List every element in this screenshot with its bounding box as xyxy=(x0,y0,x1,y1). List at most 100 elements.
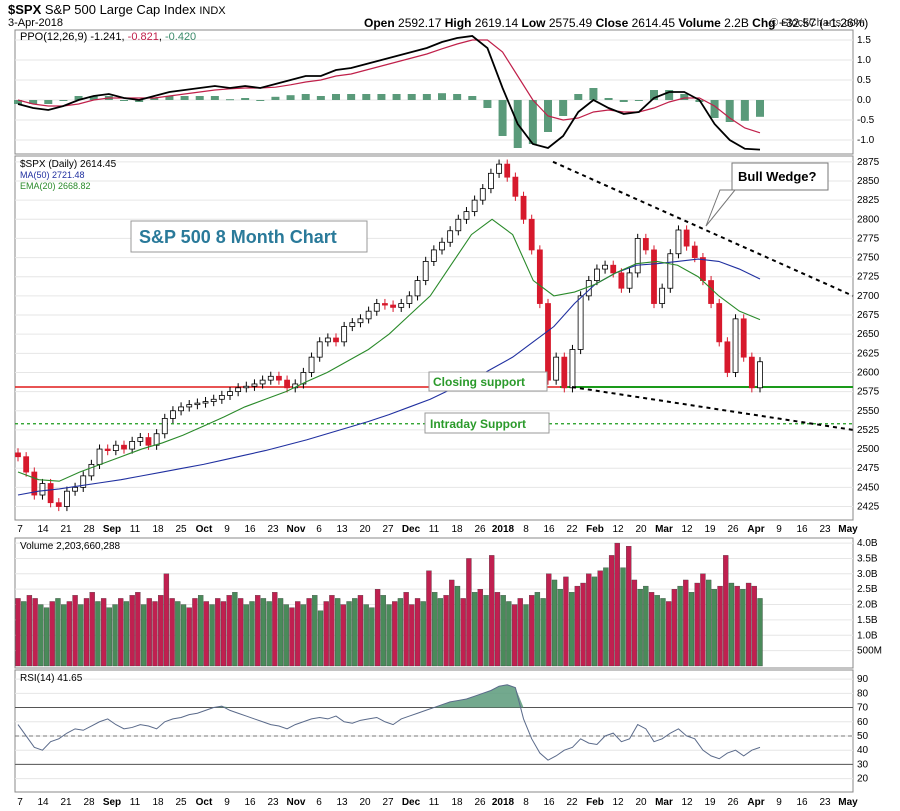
candle-body xyxy=(414,280,421,297)
volume-bar xyxy=(506,601,512,667)
rsi-line xyxy=(15,684,853,765)
ppo-hist-value: -0.420 xyxy=(165,31,196,43)
candle-body xyxy=(137,437,144,442)
candle-body xyxy=(259,379,266,385)
volume-bar xyxy=(666,601,672,667)
candle-body xyxy=(324,337,331,343)
rsi-label: RSI(14) 41.65 xyxy=(20,673,83,684)
candle-body xyxy=(447,230,454,243)
candle-body xyxy=(553,356,560,381)
volume-bar xyxy=(397,598,404,667)
volume-bar xyxy=(209,604,215,667)
x-axis-label: 22 xyxy=(566,797,578,808)
candle-body xyxy=(251,383,258,387)
candle-body xyxy=(545,303,551,381)
high-label: High xyxy=(444,16,472,30)
candle-body xyxy=(72,486,78,492)
x-axis-label: 23 xyxy=(819,797,831,808)
volume-bar xyxy=(192,598,198,667)
rsi-y-axis: 90 80 70 60 50 40 30 20 xyxy=(857,674,869,785)
volume-bar xyxy=(163,573,170,667)
volume-bar xyxy=(483,595,489,667)
volume-bar xyxy=(734,585,740,667)
volume-bar xyxy=(631,579,638,667)
candle-body xyxy=(129,441,136,450)
candle-body xyxy=(406,295,413,304)
ppo-tick-label: 0.0 xyxy=(857,95,871,106)
ppo-hist-bar xyxy=(332,94,340,100)
ppo-line xyxy=(17,35,761,151)
candle-body xyxy=(651,249,657,304)
candle-body xyxy=(577,295,584,350)
x-axis-label: Mar xyxy=(655,524,673,535)
ppo-hist-bar xyxy=(74,96,83,100)
x-axis-label: 21 xyxy=(60,797,72,808)
x-axis-label: Sep xyxy=(103,797,121,808)
candle-body xyxy=(235,387,242,393)
ppo-hist-bar xyxy=(468,96,477,100)
volume-bar xyxy=(728,582,735,667)
volume-bar xyxy=(140,604,147,667)
volume-label: Volume xyxy=(678,16,721,30)
low-value: 2575.49 xyxy=(548,16,593,30)
volume-bar xyxy=(272,592,278,667)
watermark: © StockCharts.com xyxy=(770,17,865,29)
x-axis-label: 26 xyxy=(474,524,486,535)
intraday-support-box xyxy=(424,412,550,434)
x-axis-label: 18 xyxy=(152,797,164,808)
volume-bar xyxy=(409,604,415,667)
candle-body xyxy=(88,463,95,477)
x-axis-label: Dec xyxy=(402,524,421,535)
volume-bar xyxy=(477,589,483,667)
candle-body xyxy=(64,490,70,507)
price-tick-label: 2450 xyxy=(857,482,880,493)
x-axis-label: 9 xyxy=(224,797,230,808)
volume-bar xyxy=(540,598,546,667)
candle-body xyxy=(528,218,535,251)
candle-body xyxy=(15,452,21,458)
candle-body xyxy=(398,303,405,308)
candle-body xyxy=(210,398,217,402)
volume-bar xyxy=(574,585,581,667)
candle-body xyxy=(316,341,323,358)
price-tick-label: 2800 xyxy=(857,214,880,225)
x-axis-label: 7 xyxy=(17,797,23,808)
volume-bar xyxy=(705,579,712,667)
ppo-lines xyxy=(17,35,761,151)
candle-body xyxy=(170,410,176,419)
volume-bar xyxy=(597,570,603,667)
volume-bar xyxy=(654,595,660,667)
candle-body xyxy=(357,318,364,324)
ppo-hist-bar xyxy=(256,100,265,101)
candle-body xyxy=(80,475,87,488)
candle-body xyxy=(23,456,30,473)
intraday-support-text: Intraday Support xyxy=(430,417,526,431)
volume-bar xyxy=(232,592,238,667)
price-tick-label: 2475 xyxy=(857,463,880,474)
candle-body xyxy=(194,402,201,406)
ppo-tick-label: 0.5 xyxy=(857,75,871,86)
symbol-name: S&P 500 Large Cap Index xyxy=(44,2,196,17)
volume-bar xyxy=(591,576,598,667)
ppo-hist-bar xyxy=(756,100,764,117)
volume-value: 2.2B xyxy=(724,16,749,30)
chg-label: Chg xyxy=(752,16,776,30)
volume-bar xyxy=(723,555,729,667)
x-axis-label: 11 xyxy=(429,797,440,808)
x-axis-label: Sep xyxy=(103,524,121,535)
volume-bar xyxy=(614,542,620,667)
x-axis-label: 11 xyxy=(429,524,440,535)
volume-bar xyxy=(660,598,666,667)
candle-body xyxy=(675,229,682,255)
x-axis-label: Oct xyxy=(196,797,213,808)
volume-bar xyxy=(21,601,27,667)
x-axis-label: 28 xyxy=(83,797,95,808)
candle-body xyxy=(757,361,763,389)
x-axis-top: 7 14 21 28 Sep 11 18 25 Oct 9 16 23 Nov 6 13 20 27 Dec 11 1… xyxy=(17,524,858,535)
volume-bar xyxy=(55,598,61,667)
candle-body xyxy=(390,304,396,308)
volume-bar xyxy=(266,601,272,667)
ppo-hist-bar xyxy=(271,96,280,100)
price-tick-label: 2750 xyxy=(857,253,880,264)
candle-body xyxy=(422,261,429,281)
